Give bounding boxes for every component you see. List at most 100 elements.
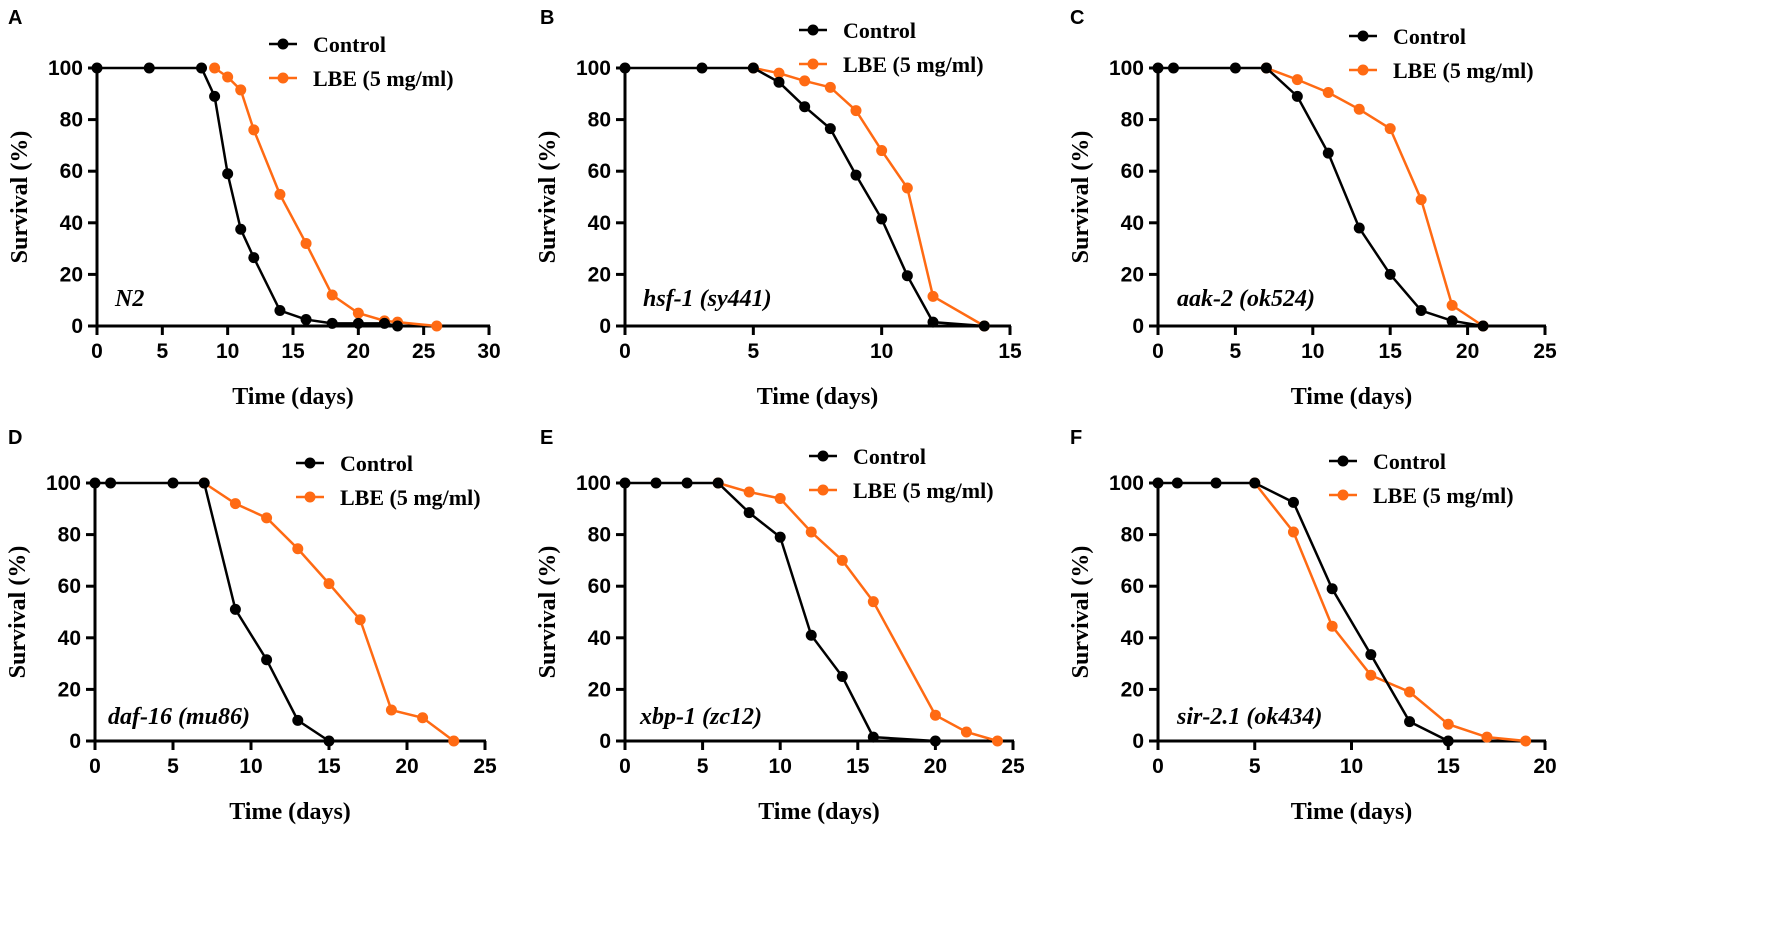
legend-item-control: Control [1329,449,1446,474]
data-point [326,289,338,301]
legend-marker [277,38,289,50]
data-point [292,543,304,555]
y-axis-label: Survival (%) [7,131,33,264]
data-point [248,252,260,264]
data-point [196,62,208,74]
data-point [89,477,101,489]
data-point [743,507,755,519]
legend-item-control: Control [799,18,916,43]
x-tick-label: 15 [846,755,870,778]
data-point [876,145,888,157]
data-point [300,314,312,326]
x-tick-label: 20 [1533,755,1556,778]
data-point [261,512,273,524]
x-tick-label: 10 [870,340,893,363]
data-point [1442,718,1454,730]
x-tick-label: 20 [395,755,418,778]
data-point [696,62,708,74]
x-tick-label: 20 [347,340,370,363]
x-tick-label: 10 [216,340,239,363]
data-point [774,531,786,543]
data-point [773,67,785,79]
y-tick-label: 0 [599,730,611,753]
data-point [300,237,312,249]
y-tick-label: 0 [599,315,611,338]
data-point [1353,103,1365,115]
y-tick-label: 80 [588,109,611,132]
y-tick-label: 40 [60,212,83,235]
y-tick-label: 20 [60,263,83,286]
data-point [1365,669,1377,681]
data-point [836,671,848,682]
y-tick-label: 100 [48,57,83,80]
y-tick-label: 40 [588,212,611,235]
x-tick-label: 25 [1533,340,1557,363]
series-line [95,481,330,743]
x-tick-label: 10 [239,755,262,778]
data-point [960,726,972,738]
data-point [1415,305,1427,317]
genotype-label: hsf-1 (sy441) [643,286,772,312]
y-tick-label: 100 [46,472,81,495]
x-tick-label: 25 [1001,755,1025,778]
legend-item-lbe: LBE (5 mg/ml) [1349,58,1534,83]
series-control [1152,477,1454,747]
y-tick-label: 100 [1109,57,1144,80]
x-tick-label: 20 [1456,340,1479,363]
x-tick-label: 0 [1152,340,1164,363]
data-point [867,596,879,608]
series-line [1253,482,1526,743]
data-point [1291,90,1303,102]
data-point [773,76,785,88]
x-tick-label: 25 [412,340,436,363]
data-point [650,477,662,489]
x-tick-label: 5 [697,755,709,778]
data-point [448,735,460,747]
y-tick-label: 40 [1121,627,1144,650]
data-point [323,735,335,747]
y-tick-label: 0 [1132,315,1144,338]
x-tick-label: 0 [619,755,631,778]
y-tick-label: 20 [588,678,611,701]
data-point [1249,477,1261,489]
x-tick-label: 25 [473,755,497,778]
data-point [929,735,941,747]
x-tick-label: 15 [998,340,1022,363]
legend-item-control: Control [269,32,386,57]
data-point [850,169,862,181]
panel-letter: F [1070,427,1082,449]
y-axis-label: Survival (%) [1068,131,1094,264]
y-tick-label: 20 [588,263,611,286]
data-point [1415,194,1427,206]
data-point [799,101,811,113]
x-tick-label: 10 [1340,755,1363,778]
x-axis-label: Time (days) [758,799,880,825]
y-tick-label: 80 [1121,524,1144,547]
legend-label: LBE (5 mg/ml) [843,52,984,77]
data-point [1152,62,1164,74]
legend-item-lbe: LBE (5 mg/ml) [296,485,481,510]
panel-c: C 0 20 40 60 80 100 0 5 10 15 20 25 Time (days) Surviv… [1068,7,1557,410]
legend-marker [304,457,316,469]
data-point [235,84,247,96]
data-point [1287,526,1299,538]
genotype-label: xbp-1 (zc12) [639,704,762,730]
y-tick-label: 100 [576,57,611,80]
x-tick-label: 0 [1152,755,1164,778]
y-tick-label: 60 [1121,160,1144,183]
y-axis-label: Survival (%) [5,546,31,679]
data-point [1404,716,1416,728]
series-line [1158,481,1449,743]
series-lbe [209,62,443,332]
legend-label: Control [843,18,916,43]
data-point [1442,735,1454,747]
data-point [167,477,179,489]
x-tick-label: 0 [619,340,631,363]
panel-letter: E [540,427,553,449]
data-point [1210,477,1222,489]
genotype-label: aak-2 (ok524) [1177,286,1315,312]
legend-marker [1337,489,1349,501]
data-point [274,305,286,317]
x-axis-label: Time (days) [1291,799,1413,825]
data-point [836,554,848,566]
